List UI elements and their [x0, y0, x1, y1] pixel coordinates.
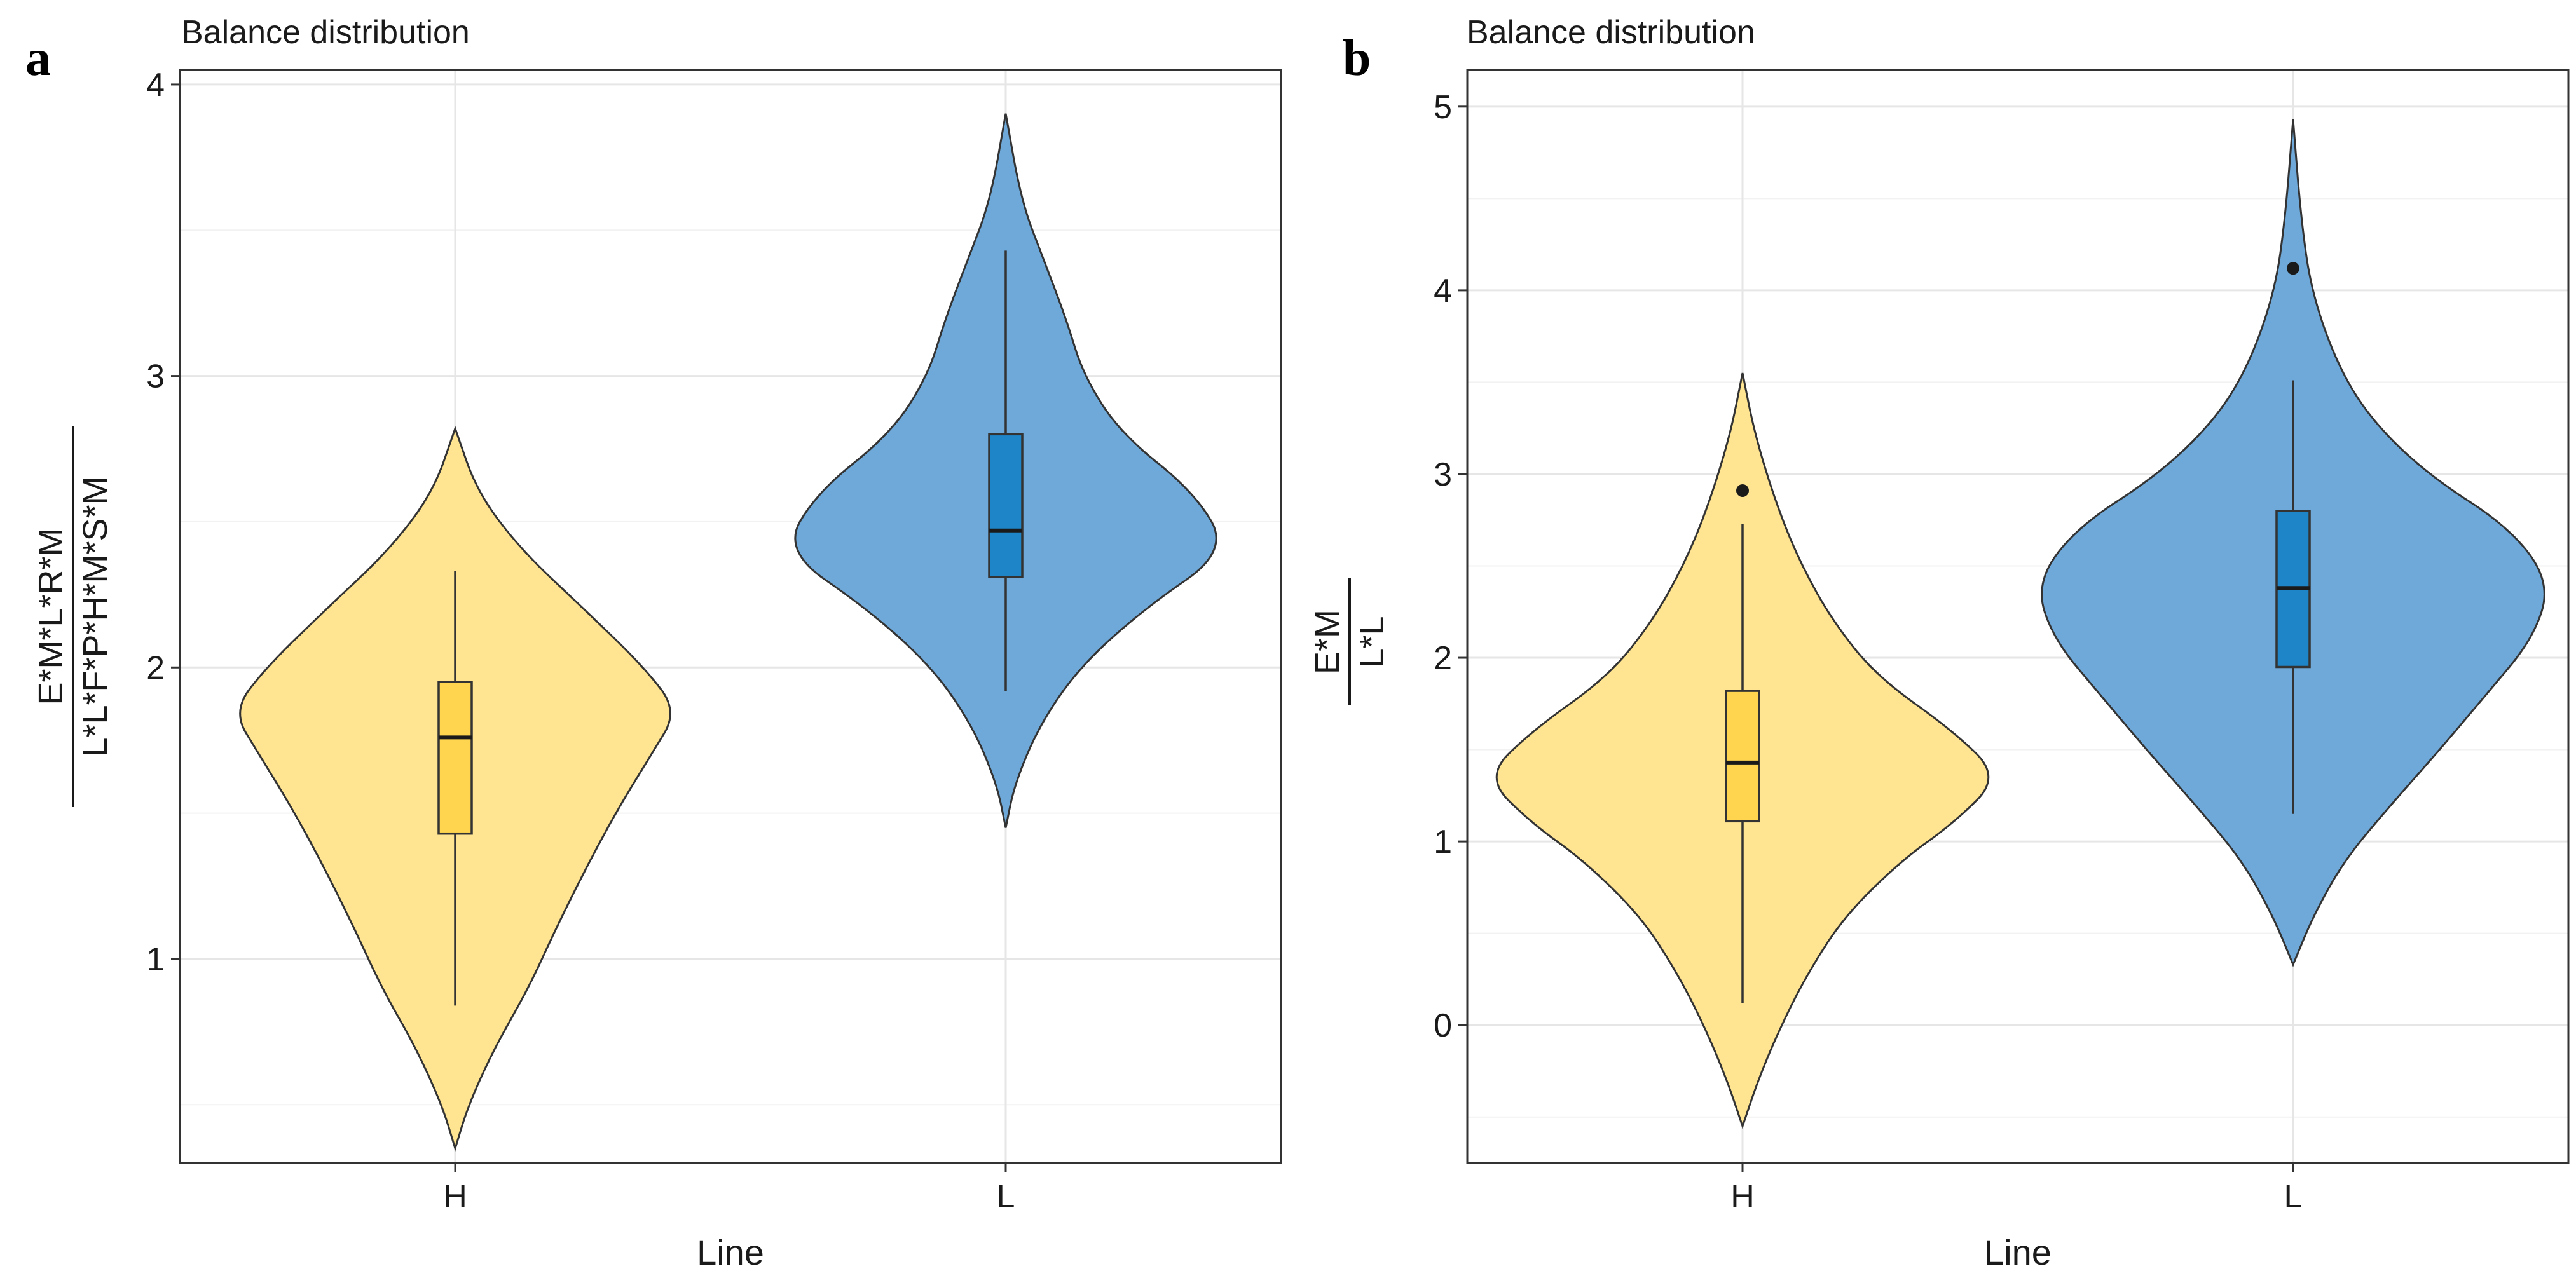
x-tick-label: L	[997, 1178, 1015, 1215]
box-iqr	[1725, 690, 1760, 823]
chart-title: Balance distribution	[1467, 14, 1755, 51]
y-tick-label: 1	[1434, 824, 1452, 860]
boxplots	[437, 250, 1024, 1006]
box-iqr	[988, 433, 1024, 578]
y-tick-label: 4	[146, 67, 165, 104]
box-iqr	[437, 681, 473, 835]
y-axis-ticks: 1 2 3 4	[146, 67, 180, 978]
y-tick-label: 0	[1434, 1007, 1452, 1044]
y-tick-label: 3	[146, 358, 165, 395]
y-axis-denominator: L*L*F*P*H*M*S*M	[76, 476, 114, 756]
y-axis-numerator: E*M	[1308, 609, 1346, 674]
plot-border	[179, 69, 1282, 1164]
x-tick-label: H	[443, 1178, 467, 1215]
y-tick-label: 1	[146, 941, 165, 978]
y-tick-label: 4	[1434, 273, 1452, 309]
y-tick-label: 2	[146, 649, 165, 686]
outlier-point	[2287, 262, 2299, 275]
y-axis-numerator: E*M*L*R*M	[32, 527, 70, 705]
y-axis-title: E*M L*L	[1308, 578, 1391, 705]
x-axis-title: Line	[1984, 1232, 2052, 1272]
panel-label: a	[25, 31, 51, 86]
y-tick-label: 3	[1434, 456, 1452, 493]
y-tick-label: 5	[1434, 89, 1452, 126]
outlier-point	[1736, 484, 1749, 497]
x-tick-label: H	[1730, 1178, 1755, 1215]
chart-title: Balance distribution	[181, 14, 470, 51]
plot-border	[1466, 69, 2570, 1164]
x-tick-label: L	[2284, 1178, 2303, 1215]
x-axis-title: Line	[697, 1232, 764, 1272]
boxplots	[1725, 262, 2311, 1003]
panel-label: b	[1343, 31, 1371, 86]
y-axis-denominator: L*L	[1353, 616, 1391, 667]
y-axis-ticks: 0 1 2 3 4 5	[1434, 89, 1467, 1044]
y-tick-label: 2	[1434, 640, 1452, 677]
y-axis-title: E*M*L*R*M L*L*F*P*H*M*S*M	[32, 426, 114, 807]
